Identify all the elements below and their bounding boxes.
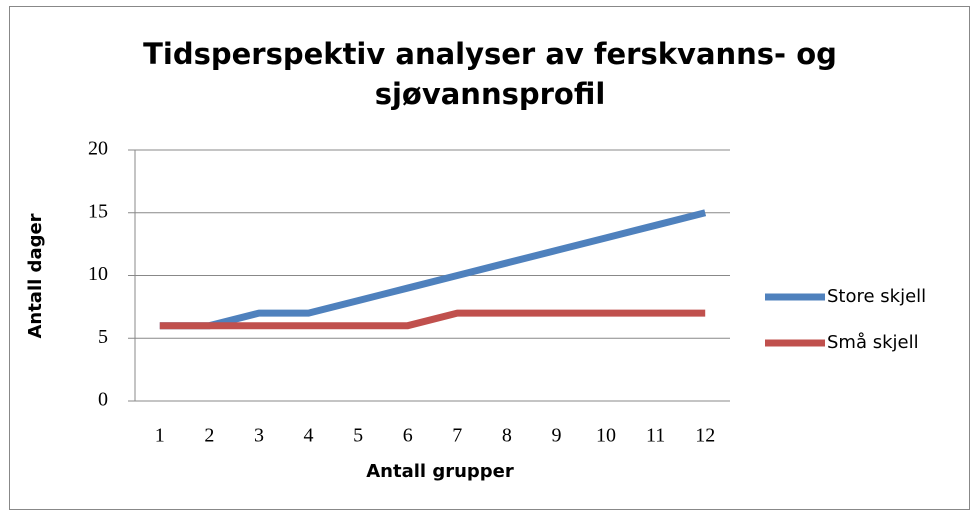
y-tick-label: 20 xyxy=(88,138,108,160)
x-tick-label: 9 xyxy=(551,425,561,447)
series-line xyxy=(159,209,707,330)
legend-label: Store skjell xyxy=(827,286,926,307)
x-tick-label: 7 xyxy=(452,425,462,447)
y-tick-label: 0 xyxy=(98,389,108,411)
y-axis-label: Antall dager xyxy=(25,213,46,338)
x-tick-label: 1 xyxy=(155,425,165,447)
series-line xyxy=(159,309,706,330)
y-tick-label: 10 xyxy=(88,263,108,285)
x-tick-label: 6 xyxy=(403,425,413,447)
chart-title: Tidsperspektiv analyser av ferskvanns- o… xyxy=(143,37,837,111)
y-tick-label: 5 xyxy=(98,326,108,348)
chart-border xyxy=(9,6,970,510)
x-tick-label: 11 xyxy=(646,425,665,447)
x-tick-label: 8 xyxy=(502,425,512,447)
x-tick-label: 5 xyxy=(353,425,363,447)
x-tick-label: 12 xyxy=(695,425,715,447)
x-tick-label: 3 xyxy=(254,425,264,447)
x-axis-label: Antall grupper xyxy=(366,461,514,482)
x-tick-label: 2 xyxy=(204,425,214,447)
legend-label: Små skjell xyxy=(827,332,919,353)
x-tick-label: 10 xyxy=(596,425,616,447)
y-tick-label: 15 xyxy=(88,200,108,222)
x-tick-label: 4 xyxy=(304,425,314,447)
